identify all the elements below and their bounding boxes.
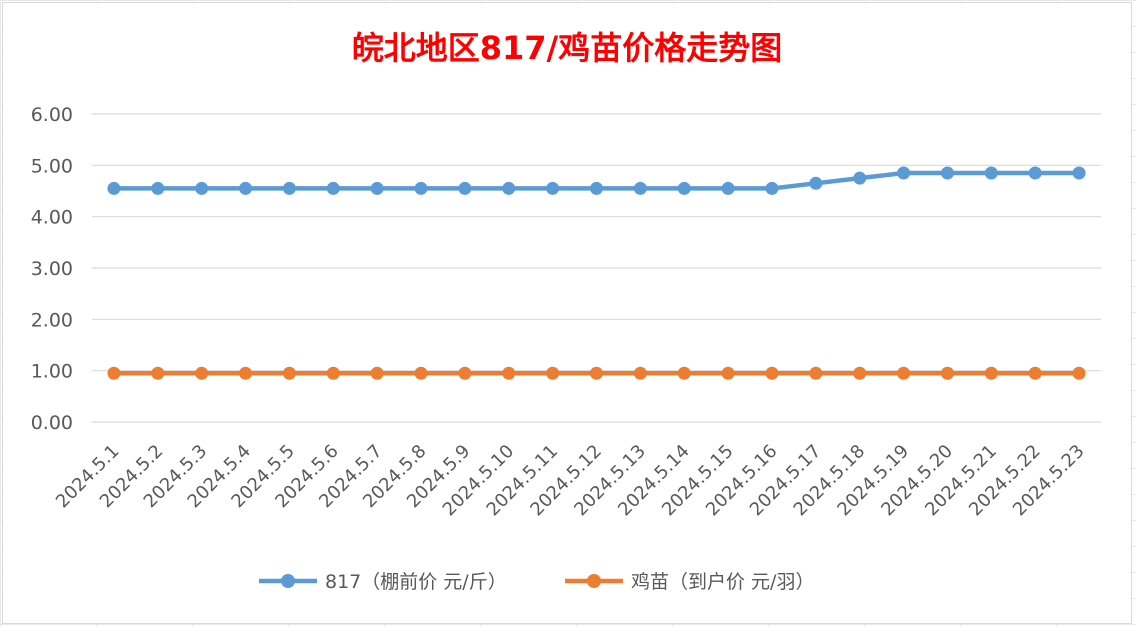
- data-point: [458, 366, 472, 380]
- data-point: [370, 181, 384, 195]
- data-point: [370, 366, 384, 380]
- data-point: [502, 181, 516, 195]
- y-tick-label: 4.00: [31, 207, 73, 229]
- x-axis-ticks: 2024.5.12024.5.22024.5.32024.5.42024.5.5…: [52, 441, 1089, 521]
- data-point: [1072, 366, 1086, 380]
- data-point: [151, 366, 165, 380]
- data-point: [984, 166, 998, 180]
- data-point: [721, 181, 735, 195]
- data-point: [1028, 166, 1042, 180]
- data-point: [414, 181, 428, 195]
- data-point: [633, 181, 647, 195]
- data-point: [809, 176, 823, 190]
- data-point: [282, 181, 296, 195]
- data-point: [502, 366, 516, 380]
- y-axis-ticks: 0.00 1.00 2.00 3.00 4.00 5.00 6.00: [31, 104, 73, 434]
- y-tick-label: 3.00: [31, 258, 73, 280]
- y-tick-label: 6.00: [31, 104, 73, 126]
- data-point: [458, 181, 472, 195]
- data-point: [897, 166, 911, 180]
- data-point: [984, 366, 998, 380]
- data-point: [765, 366, 779, 380]
- data-point: [765, 181, 779, 195]
- data-point: [1072, 166, 1086, 180]
- data-point: [239, 366, 253, 380]
- data-point: [721, 366, 735, 380]
- legend-marker: [587, 574, 601, 588]
- chart-title: 皖北地区817/鸡苗价格走势图: [352, 29, 783, 67]
- data-point: [1028, 366, 1042, 380]
- data-point: [897, 366, 911, 380]
- y-tick-label: 2.00: [31, 309, 73, 331]
- legend-label: 鸡苗（到户价 元/羽）: [631, 571, 814, 593]
- data-point: [151, 181, 165, 195]
- legend-label: 817（棚前价 元/斤）: [325, 571, 507, 593]
- y-tick-label: 0.00: [31, 412, 73, 434]
- data-point: [195, 181, 209, 195]
- data-point: [940, 166, 954, 180]
- data-point: [809, 366, 823, 380]
- data-point: [107, 181, 121, 195]
- data-point: [590, 181, 603, 195]
- data-point: [677, 366, 691, 380]
- data-point: [414, 366, 428, 380]
- data-point: [546, 181, 560, 195]
- series-group: [107, 166, 1086, 380]
- data-point: [546, 366, 560, 380]
- data-point: [326, 366, 340, 380]
- data-point: [195, 366, 209, 380]
- line-chart: 皖北地区817/鸡苗价格走势图 0.00 1.00 2.00 3.00 4.00 5.00…: [31, 29, 1101, 593]
- legend-marker: [281, 574, 295, 588]
- data-point: [853, 366, 867, 380]
- data-point: [853, 171, 867, 185]
- data-point: [633, 366, 647, 380]
- y-tick-label: 1.00: [31, 361, 73, 383]
- data-point: [107, 366, 121, 380]
- data-point: [677, 181, 691, 195]
- data-point: [239, 181, 253, 195]
- data-point: [940, 366, 954, 380]
- data-point: [590, 366, 603, 380]
- data-point: [282, 366, 296, 380]
- y-tick-label: 5.00: [31, 155, 73, 177]
- data-point: [326, 181, 340, 195]
- legend: 817（棚前价 元/斤） 鸡苗（到户价 元/羽）: [259, 571, 814, 593]
